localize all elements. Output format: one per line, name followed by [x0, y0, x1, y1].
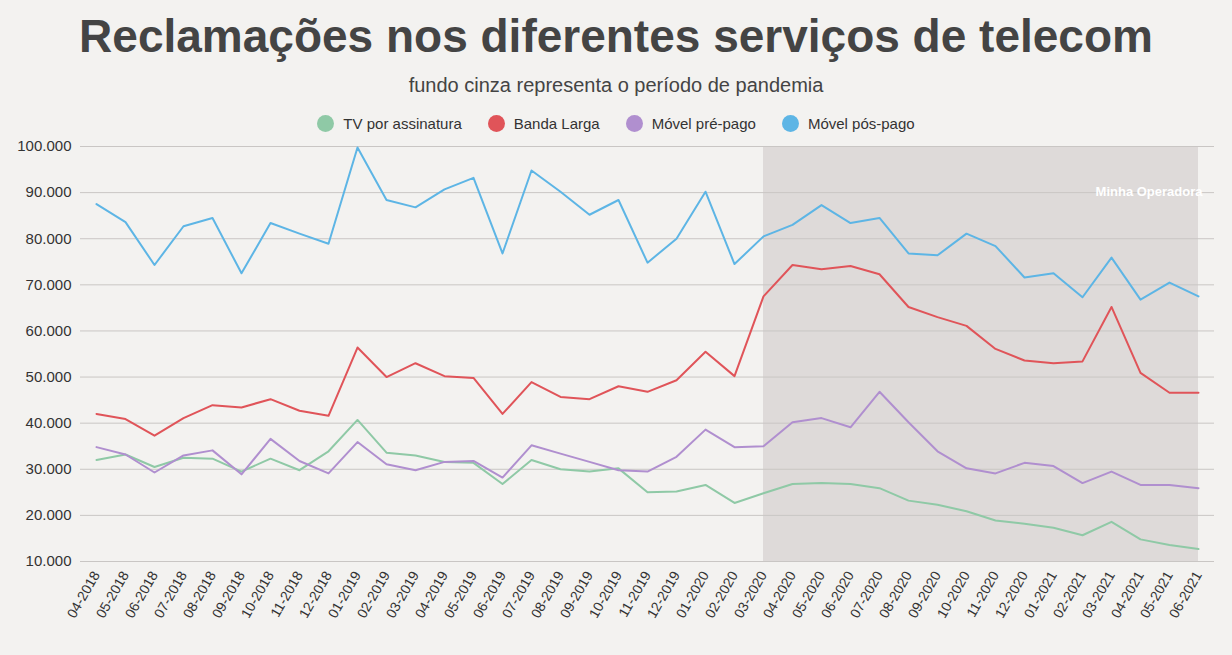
svg-text:12-2018: 12-2018	[295, 568, 335, 621]
svg-text:03-2019: 03-2019	[382, 568, 422, 621]
svg-text:07-2019: 07-2019	[498, 568, 538, 621]
svg-text:11-2020: 11-2020	[962, 568, 1002, 620]
svg-text:04-2018: 04-2018	[63, 568, 103, 621]
svg-text:03-2020: 03-2020	[730, 568, 770, 621]
svg-text:02-2021: 02-2021	[1049, 568, 1089, 621]
svg-text:06-2021: 06-2021	[1165, 568, 1205, 621]
svg-text:80.000: 80.000	[26, 230, 72, 247]
svg-text:10-2020: 10-2020	[933, 568, 973, 621]
svg-text:20.000: 20.000	[26, 506, 72, 523]
svg-text:70.000: 70.000	[26, 276, 72, 293]
svg-text:09-2019: 09-2019	[556, 568, 596, 621]
svg-text:Minha Operadora: Minha Operadora	[1096, 184, 1204, 199]
svg-text:60.000: 60.000	[26, 322, 72, 339]
svg-text:11-2019: 11-2019	[614, 568, 654, 620]
svg-text:06-2019: 06-2019	[469, 568, 509, 621]
svg-text:10-2018: 10-2018	[237, 568, 277, 621]
svg-text:12-2020: 12-2020	[991, 568, 1031, 621]
svg-text:09-2020: 09-2020	[904, 568, 944, 621]
svg-text:02-2020: 02-2020	[701, 568, 741, 621]
svg-text:10.000: 10.000	[26, 552, 72, 569]
html-text:Reclamações nos diferentes ser: Reclamações nos diferentes serviços de t…	[79, 10, 1153, 62]
svg-text:09-2018: 09-2018	[208, 568, 248, 621]
svg-text:08-2018: 08-2018	[179, 568, 219, 621]
svg-text:03-2021: 03-2021	[1078, 568, 1118, 621]
svg-text:07-2020: 07-2020	[846, 568, 886, 621]
html-text:Móvel pós-pago: Móvel pós-pago	[807, 114, 915, 132]
svg-text:05-2019: 05-2019	[440, 568, 480, 621]
svg-text:50.000: 50.000	[26, 368, 72, 385]
svg-text:02-2019: 02-2019	[353, 568, 393, 621]
svg-text:05-2018: 05-2018	[92, 568, 132, 621]
svg-text:06-2020: 06-2020	[817, 568, 857, 621]
svg-text:11-2018: 11-2018	[266, 568, 306, 620]
svg-text:01-2020: 01-2020	[672, 568, 712, 621]
svg-text:04-2019: 04-2019	[411, 568, 451, 621]
svg-text:90.000: 90.000	[26, 183, 72, 200]
html-text:Móvel pré-pago: Móvel pré-pago	[651, 114, 756, 132]
svg-text:04-2020: 04-2020	[759, 568, 799, 621]
svg-text:04-2021: 04-2021	[1107, 568, 1147, 621]
svg-text:01-2021: 01-2021	[1020, 568, 1060, 621]
svg-text:30.000: 30.000	[26, 460, 72, 477]
svg-text:01-2019: 01-2019	[324, 568, 364, 621]
svg-text:100.000: 100.000	[17, 137, 71, 154]
svg-text:06-2018: 06-2018	[121, 568, 161, 621]
svg-text:05-2021: 05-2021	[1136, 568, 1176, 621]
svg-text:08-2020: 08-2020	[875, 568, 915, 621]
html-text:TV por assinatura: TV por assinatura	[343, 114, 462, 132]
svg-text:07-2018: 07-2018	[150, 568, 190, 621]
svg-text:40.000: 40.000	[26, 414, 72, 431]
html-text:fundo cinza representa o perío: fundo cinza representa o período de pand…	[408, 74, 824, 96]
svg-text:12-2019: 12-2019	[643, 568, 683, 621]
svg-text:08-2019: 08-2019	[527, 568, 567, 621]
svg-text:05-2020: 05-2020	[788, 568, 828, 621]
svg-text:10-2019: 10-2019	[585, 568, 625, 621]
html-text:Banda Larga: Banda Larga	[513, 114, 600, 132]
